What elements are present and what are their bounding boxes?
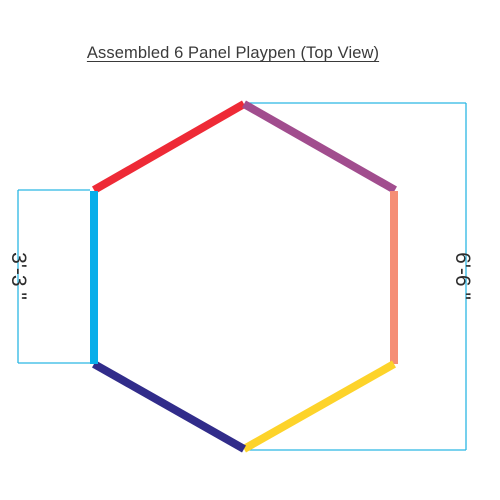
panel-top-right xyxy=(242,100,397,194)
panel-bottom-right xyxy=(242,360,396,453)
left-dimension-label: 3'-3 " xyxy=(7,252,30,300)
right-dimension: 6'-6 " xyxy=(248,102,474,451)
left-dimension: 3'-3 " xyxy=(7,189,90,364)
diagram-title: Assembled 6 Panel Playpen (Top View) xyxy=(86,44,380,62)
right-dimension-label: 6'-6 " xyxy=(451,252,474,300)
panel-top-left xyxy=(92,100,246,194)
panel-bottom-left xyxy=(92,360,246,453)
playpen-hexagon xyxy=(90,100,398,453)
